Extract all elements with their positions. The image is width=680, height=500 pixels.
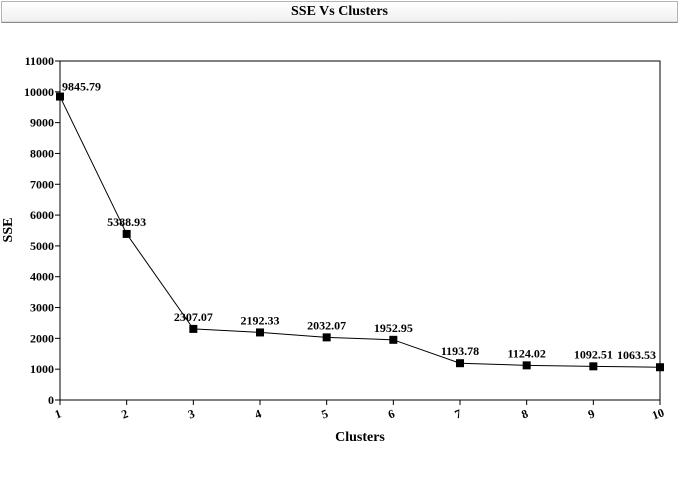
x-tick-label: 8 [519,406,529,421]
y-tick-label: 8000 [30,146,54,160]
y-tick-label: 2000 [30,331,54,345]
data-label: 2032.07 [307,318,346,332]
x-tick-label: 6 [386,406,396,421]
x-tick-label: 9 [586,406,596,421]
y-tick-label: 5000 [30,239,54,253]
series-line [59,96,661,368]
y-tick-label: 3000 [30,301,54,315]
data-label: 1092.51 [574,347,613,361]
x-tick-label: 1 [53,406,63,421]
x-tick-label: 7 [453,406,463,421]
data-label: 1063.53 [617,348,656,362]
data-label: 2307.07 [174,310,213,324]
data-point [322,333,331,342]
y-tick-label: 1000 [30,362,54,376]
x-tick-label: 10 [650,405,666,422]
data-point [589,362,598,371]
y-tick-label: 0 [48,393,54,407]
y-tick-label: 11000 [25,54,54,68]
plot-frame [59,60,661,401]
data-point [256,328,264,337]
x-axis-title: Clusters [335,430,385,445]
data-point [456,359,464,368]
x-tick-label: 2 [119,406,129,421]
data-label: 1193.78 [441,344,479,358]
data-point [122,229,131,238]
data-label: 5388.93 [107,215,146,229]
data-point [389,335,398,344]
y-tick-label: 9000 [30,116,54,130]
x-tick-label: 3 [186,406,196,421]
y-axis-title: SSE [1,218,16,243]
y-tick-label: 10000 [24,85,54,99]
x-tick-label: 5 [319,406,329,421]
data-label: 1124.02 [507,346,545,360]
data-label: 9845.79 [62,80,101,94]
data-point [189,324,198,333]
data-point [656,363,664,372]
data-label: 2192.33 [241,313,280,327]
data-label: 1952.95 [374,321,413,335]
data-point [56,92,64,101]
x-tick-label: 4 [253,406,263,421]
y-tick-label: 4000 [30,270,54,284]
y-tick-label: 6000 [30,208,54,222]
chart-title: SSE Vs Clusters [1,1,678,23]
data-point [522,361,531,370]
y-tick-label: 7000 [30,177,54,191]
